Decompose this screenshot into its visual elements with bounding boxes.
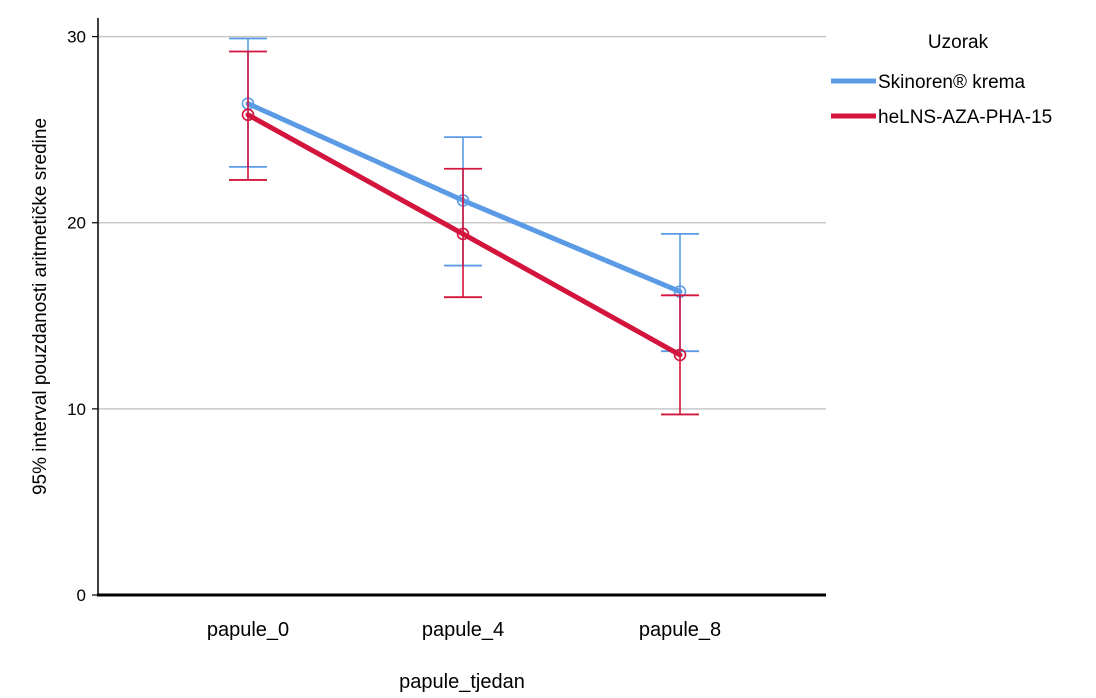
y-axis-title: 95% interval pouzdanosti aritmetičke sre… [30,118,51,495]
legend-label: heLNS-AZA-PHA-15 [878,107,1052,128]
legend-label: Skinoren® krema [878,72,1025,93]
series-1 [229,50,699,416]
x-axis-title: papule_tjedan [399,671,525,693]
series [229,37,699,416]
y-tick-label-10: 10 [67,400,86,419]
legend: Uzorak Skinoren® krema heLNS-AZA-PHA-15 [831,32,1052,128]
series-0 [229,37,699,353]
legend-title: Uzorak [928,32,989,53]
axes [97,18,826,597]
x-tick-labels: papule_0 papule_4 papule_8 [207,619,721,641]
data-point [241,108,255,122]
y-tick-label-20: 20 [67,214,86,233]
data-point [673,348,687,362]
y-tick-label-30: 30 [67,28,86,47]
gridlines [98,35,826,410]
x-tick-label-papule_0: papule_0 [207,619,289,641]
series-line [245,112,683,358]
data-point [456,227,470,241]
y-tick-labels: 0 10 20 30 [67,28,98,605]
series-line [245,101,683,295]
legend-item: heLNS-AZA-PHA-15 [831,107,1052,128]
x-tick-label-papule_8: papule_8 [639,619,721,641]
x-tick-label-papule_4: papule_4 [422,619,504,641]
legend-item: Skinoren® krema [831,72,1025,93]
y-tick-label-0: 0 [77,586,86,605]
